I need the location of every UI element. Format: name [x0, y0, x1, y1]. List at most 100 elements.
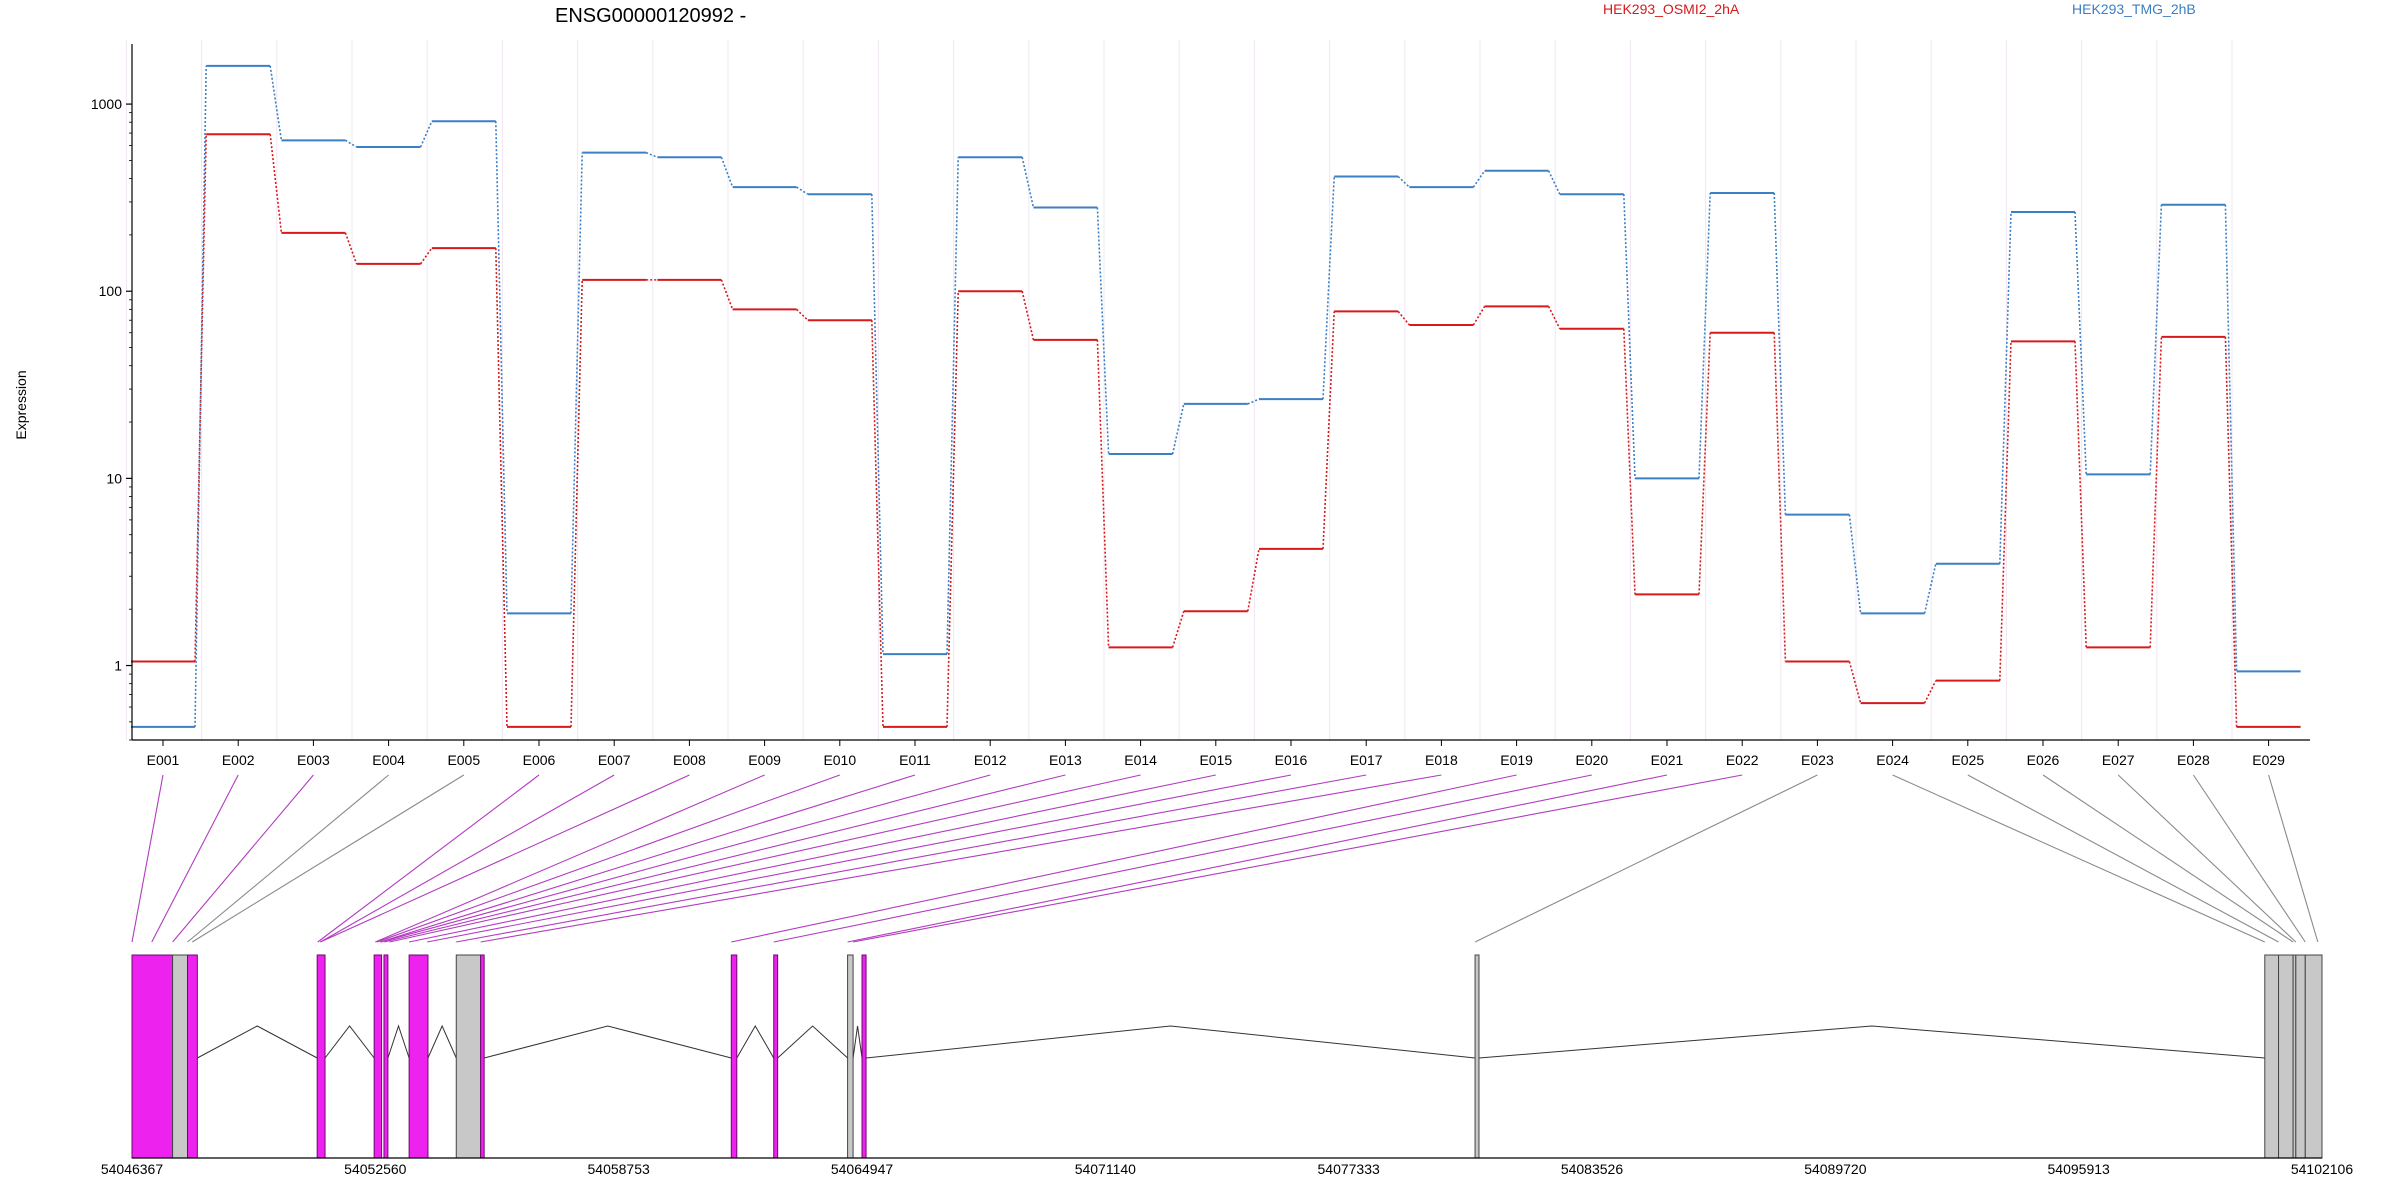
x-tick-label: E025 — [1951, 752, 1984, 768]
connector-line — [570, 279, 583, 727]
exon-box — [131, 954, 174, 1159]
exon-box — [316, 954, 326, 1159]
connector-line — [2149, 336, 2163, 648]
exon-link-line — [172, 774, 314, 943]
exon-link-line — [480, 774, 1442, 943]
connector-line — [269, 134, 283, 233]
exon-box — [187, 954, 198, 1159]
connector-line — [946, 157, 959, 655]
exon-link-line — [427, 774, 1292, 943]
exon-link-line — [320, 774, 690, 943]
exon-link-line — [409, 774, 1216, 943]
connector-line — [344, 139, 358, 148]
x-tick-label: E022 — [1726, 752, 1759, 768]
connector-line — [1547, 170, 1561, 195]
exon-link-line — [389, 774, 1141, 943]
connector-line — [1322, 311, 1335, 549]
connector-line — [946, 291, 959, 727]
connector-line — [2149, 204, 2163, 475]
series-2 — [131, 64, 2301, 728]
x-tick-label: E023 — [1801, 752, 1834, 768]
coord-tick-label: 54052560 — [344, 1161, 407, 1177]
y-tick-label: 100 — [99, 283, 123, 299]
connector-line — [2224, 336, 2238, 727]
exon-box — [861, 954, 867, 1159]
exon-box — [383, 954, 389, 1159]
x-tick-label: E029 — [2252, 752, 2285, 768]
x-tick-label: E018 — [1425, 752, 1458, 768]
connector-line — [1021, 291, 1035, 341]
connector-line — [1397, 175, 1410, 188]
coord-tick-label: 54077333 — [1318, 1161, 1381, 1177]
exon-link-line — [847, 774, 1668, 943]
exon-box — [730, 954, 738, 1159]
intron-line — [866, 1025, 1476, 1059]
x-tick-label: E013 — [1049, 752, 1082, 768]
genomic-coordinate-axis: 54046367 54052560 54058753 54064947 54071140… — [101, 1157, 2354, 1177]
x-tick-label: E016 — [1275, 752, 1308, 768]
connector-line — [1623, 194, 1636, 479]
x-tick-label: E009 — [748, 752, 781, 768]
connector-line — [1698, 332, 1711, 595]
connector-line — [1848, 514, 1862, 614]
x-tick-label: E027 — [2102, 752, 2135, 768]
connector-line — [2224, 204, 2238, 672]
exon-box — [2295, 954, 2306, 1159]
x-tick-label: E019 — [1500, 752, 1533, 768]
x-tick-label: E014 — [1124, 752, 1157, 768]
connector-line — [1999, 211, 2012, 564]
intron-line — [484, 1025, 732, 1059]
gene-model-track — [131, 954, 2323, 1159]
connector-line — [495, 121, 508, 614]
connector-line — [871, 194, 884, 655]
connector-line — [871, 320, 884, 727]
coord-tick-label: 54089720 — [1804, 1161, 1867, 1177]
connector-line — [1021, 157, 1035, 208]
coord-tick-label: 54058753 — [588, 1161, 651, 1177]
coord-tick-label: 54064947 — [831, 1161, 894, 1177]
x-tick-label: E026 — [2027, 752, 2060, 768]
exon-link-line — [1967, 774, 2279, 943]
series-layer — [131, 64, 2301, 728]
coord-tick-label: 54083526 — [1561, 1161, 1624, 1177]
connector-line — [1171, 611, 1185, 648]
connector-line — [1848, 661, 1862, 704]
connector-line — [1472, 305, 1486, 326]
x-tick-label: E006 — [523, 752, 556, 768]
x-tick-label: E010 — [823, 752, 856, 768]
connector-line — [720, 156, 734, 188]
vertical-gridlines — [125, 40, 2233, 740]
x-tick-label: E028 — [2177, 752, 2210, 768]
connector-line — [1472, 170, 1486, 188]
y-axis-label: Expression — [13, 370, 29, 439]
x-tick-label: E007 — [598, 752, 631, 768]
x-tick-label: E015 — [1199, 752, 1232, 768]
chart-title: ENSG00000120992 - — [555, 5, 746, 27]
x-tick-label: E012 — [974, 752, 1007, 768]
connector-line — [796, 186, 809, 195]
connector-line — [1623, 328, 1636, 595]
x-tick-label: E021 — [1651, 752, 1684, 768]
intron-line — [197, 1025, 318, 1059]
legend-series-2: HEK293_TMG_2hB — [2072, 1, 2196, 17]
exon-box — [773, 954, 779, 1159]
intron-line — [1478, 1025, 2265, 1059]
exon-link-line — [380, 774, 991, 943]
exon-box — [2304, 954, 2323, 1159]
connector-line — [1171, 403, 1185, 455]
exon-link-line — [379, 774, 916, 943]
exon-link-line — [1474, 774, 1818, 943]
exon-link-lines — [131, 774, 2319, 943]
connector-line — [1322, 176, 1335, 400]
intron-line — [324, 1025, 375, 1059]
connector-line — [645, 151, 658, 158]
exon-link-line — [375, 774, 765, 943]
connector-line — [419, 120, 433, 148]
exon-link-line — [456, 774, 1367, 943]
coord-tick-label: 54102106 — [2291, 1161, 2354, 1177]
connector-line — [269, 65, 283, 141]
y-tick-label: 1000 — [91, 96, 122, 112]
connector-line — [1096, 207, 1110, 455]
intron-line — [852, 1025, 863, 1059]
connector-line — [2074, 341, 2087, 648]
